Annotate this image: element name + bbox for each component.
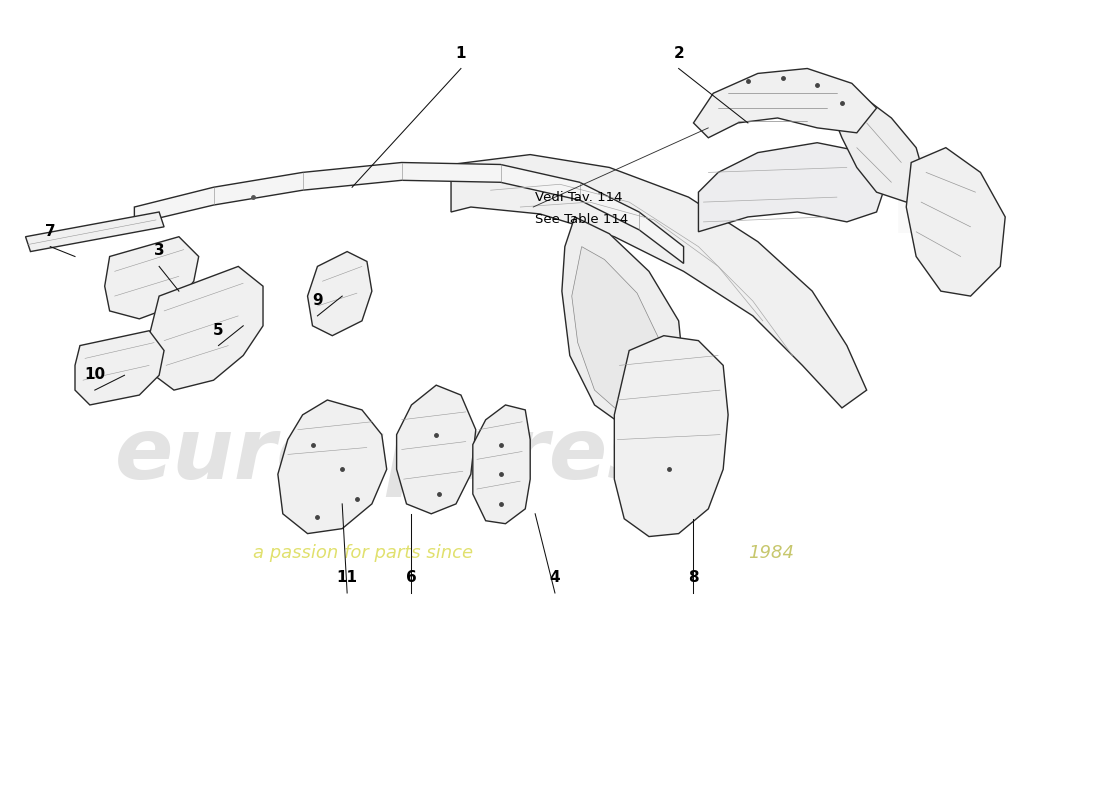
Polygon shape bbox=[451, 154, 867, 408]
Polygon shape bbox=[572, 246, 661, 412]
Polygon shape bbox=[75, 330, 164, 405]
Polygon shape bbox=[614, 336, 728, 537]
Text: 3: 3 bbox=[154, 243, 164, 258]
Text: eurospares: eurospares bbox=[114, 414, 659, 497]
Polygon shape bbox=[104, 237, 199, 319]
Text: 7: 7 bbox=[45, 224, 56, 238]
Polygon shape bbox=[25, 212, 164, 251]
Polygon shape bbox=[832, 88, 926, 202]
Text: 11: 11 bbox=[337, 570, 358, 585]
Text: 8: 8 bbox=[689, 570, 698, 585]
Polygon shape bbox=[693, 69, 877, 138]
Text: 6: 6 bbox=[406, 570, 417, 585]
Polygon shape bbox=[308, 251, 372, 336]
Text: 9: 9 bbox=[312, 293, 322, 308]
Text: Vedi Tav. 114: Vedi Tav. 114 bbox=[536, 190, 623, 204]
Polygon shape bbox=[397, 385, 476, 514]
Polygon shape bbox=[562, 217, 683, 430]
Polygon shape bbox=[906, 148, 1005, 296]
Polygon shape bbox=[698, 142, 887, 232]
Text: F: F bbox=[888, 149, 964, 255]
Text: 1: 1 bbox=[455, 46, 466, 61]
Text: 1984: 1984 bbox=[748, 544, 794, 562]
Polygon shape bbox=[150, 266, 263, 390]
Text: 10: 10 bbox=[85, 367, 106, 382]
Text: 4: 4 bbox=[550, 570, 560, 585]
Text: 5: 5 bbox=[213, 322, 223, 338]
Text: See Table 114: See Table 114 bbox=[536, 214, 628, 226]
Text: a passion for parts since: a passion for parts since bbox=[253, 544, 473, 562]
Polygon shape bbox=[134, 162, 683, 263]
Text: 2: 2 bbox=[673, 46, 684, 61]
Polygon shape bbox=[473, 405, 530, 524]
Polygon shape bbox=[278, 400, 387, 534]
